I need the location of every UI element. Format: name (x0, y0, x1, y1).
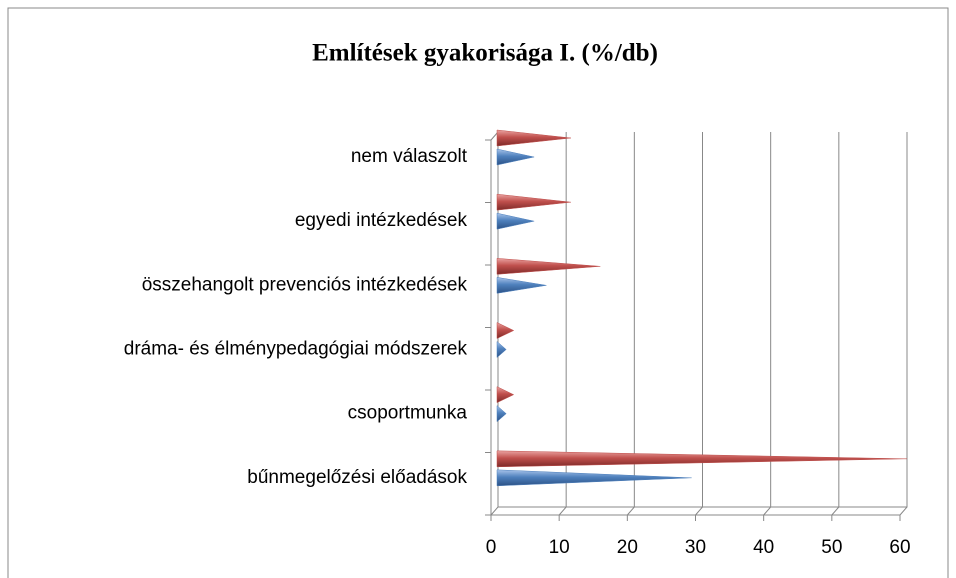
bar (496, 212, 535, 230)
x-tick-label: 60 (889, 537, 910, 558)
y-tick-label: dráma- és élménypedagógiai módszerek (124, 339, 468, 360)
y-tick-label: egyedi intézkedések (295, 210, 468, 231)
bar (496, 129, 571, 147)
bar (496, 258, 601, 275)
y-tick-label: nem válaszolt (351, 146, 468, 167)
bar (496, 469, 692, 487)
y-tick-label: összehangolt prevenciós intézkedések (142, 274, 468, 295)
x-tick-label: 0 (486, 537, 497, 558)
y-tick-label: csoportmunka (348, 403, 468, 424)
chart-frame (7, 7, 949, 578)
x-tick-label: 10 (549, 537, 570, 558)
x-tick-label: 40 (753, 537, 774, 558)
bar (496, 340, 507, 359)
bar (496, 322, 515, 339)
x-tick-label: 50 (821, 537, 842, 558)
bar (496, 450, 908, 468)
x-tick-label: 30 (685, 537, 706, 558)
chart-title: Említések gyakorisága I. (%/db) (312, 40, 658, 67)
bar (496, 193, 571, 211)
bar (496, 386, 515, 404)
y-tick-label: bűnmegelőzési előadások (247, 467, 467, 488)
x-tick-label: 20 (617, 537, 638, 558)
bar (496, 405, 507, 423)
bar (496, 148, 535, 166)
bar (496, 277, 547, 294)
